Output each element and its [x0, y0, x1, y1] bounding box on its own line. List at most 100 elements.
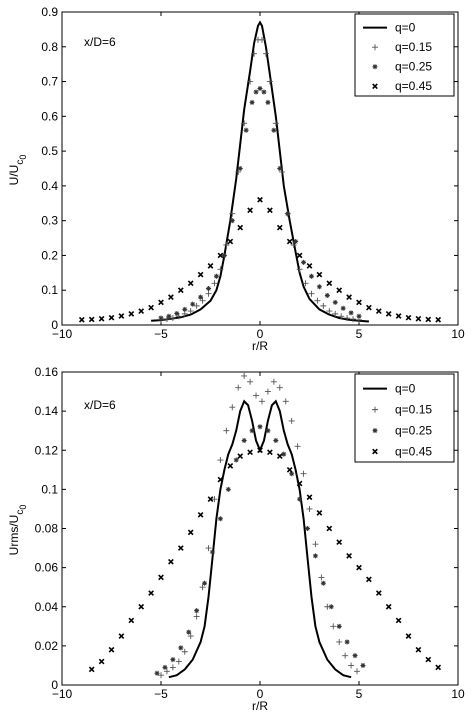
chart2-data-point: [217, 516, 223, 522]
chart1-data-point: [163, 316, 170, 323]
chart1-legend-marker: [372, 44, 378, 51]
chart2-data-point: [326, 525, 333, 532]
chart1-data-point: [306, 263, 313, 269]
chart2-data-point: [375, 590, 382, 596]
chart2-data-point: [415, 646, 422, 653]
chart2-data-point: [170, 657, 176, 663]
chart1-y-tick-label: 0.2: [41, 248, 58, 262]
chart1-data-point: [148, 304, 154, 311]
chart1-data-point: [221, 252, 227, 258]
chart1: −10 −5 0 5 10 0 0.1 0.2 0.3 0.4 0.5 0.6 0.7 0.8 0.9 r/R…: [7, 5, 465, 353]
chart1-data-point: [211, 280, 218, 287]
chart2-data-point: [336, 638, 343, 645]
chart2-data-point: [435, 664, 442, 671]
chart2-y-axis-label: Urms/Uc0: [7, 505, 28, 556]
chart1-data-point: [168, 294, 174, 301]
chart1-y-tick-label: 0.6: [41, 109, 58, 123]
chart2-x-tick-label: −5: [154, 687, 168, 701]
chart1-data-point: [277, 166, 283, 171]
chart1-legend-label: q=0.45: [395, 79, 432, 93]
chart1-data-point: [249, 99, 255, 105]
chart1-data-point: [272, 120, 279, 127]
chart2-data-point: [294, 443, 301, 450]
chart1-data-point: [78, 316, 85, 323]
chart2-series-4: [88, 447, 442, 673]
chart2-data-point: [306, 494, 313, 501]
chart1-data-point: [193, 302, 200, 309]
chart1-x-tick-label: 10: [451, 327, 465, 341]
chart2-data-point: [288, 417, 295, 424]
chart1-data-point: [405, 314, 412, 321]
chart2-data-point: [257, 424, 263, 430]
chart1-data-point: [213, 273, 219, 279]
chart2-data-point: [98, 658, 105, 665]
chart2: −10 −5 0 5 10 0 0.02 0.04 0.06 0.08 0.1 0.12 0.14 0.1…: [7, 365, 465, 713]
chart1-data-point: [301, 259, 307, 265]
chart2-y-tick-label: 0.1: [41, 482, 58, 496]
chart1-data-point: [243, 127, 249, 133]
chart2-data-point: [276, 384, 283, 391]
chart2-data-point: [247, 378, 254, 385]
chart2-x-tick-label: 10: [451, 687, 465, 701]
chart2-data-point: [336, 623, 342, 629]
chart2-data-point: [346, 553, 352, 559]
chart1-data-point: [197, 271, 204, 278]
chart2-data-point: [217, 476, 224, 483]
chart1-data-point: [336, 287, 343, 294]
chart1-data-point: [169, 315, 176, 322]
chart2-data-point: [342, 652, 349, 659]
chart1-series-4: [78, 196, 442, 323]
chart1-data-point: [385, 311, 392, 317]
chart2-data-point: [348, 662, 355, 669]
chart1-data-point: [175, 313, 182, 320]
chart2-x-tick-label: −10: [52, 687, 73, 701]
chart1-legend: q=0 q=0.15 q=0.25 q=0.45: [354, 13, 455, 97]
chart1-data-point: [293, 239, 299, 245]
chart2-series-line: [168, 399, 352, 679]
chart2-data-point: [296, 480, 303, 487]
chart2-data-point: [178, 645, 184, 651]
chart2-data-point: [118, 633, 125, 639]
chart1-data-point: [158, 299, 164, 306]
chart1-data-point: [262, 50, 269, 57]
chart2-data-point: [320, 580, 326, 586]
chart1-data-point: [261, 89, 267, 95]
chart2-data-point: [233, 457, 239, 463]
chart1-x-tick-label: −5: [154, 327, 168, 341]
chart1-data-point: [332, 310, 339, 317]
chart1-data-point: [302, 280, 309, 287]
chart2-data-point: [282, 398, 289, 405]
chart1-data-point: [247, 78, 254, 85]
chart2-series-2: [158, 372, 361, 679]
chart1-data-point: [223, 242, 230, 249]
chart1-data-point: [324, 292, 330, 298]
chart1-y-axis-label: U/Uc0: [7, 155, 28, 186]
chart1-data-point: [340, 305, 346, 311]
chart2-data-point: [186, 629, 192, 635]
chart1-data-point: [395, 313, 402, 319]
chart2-data-point: [258, 398, 265, 405]
chart1-data-point: [205, 290, 212, 297]
chart1-x-tick-label: 0: [257, 327, 264, 341]
chart2-data-point: [281, 451, 287, 457]
chart1-y-tick-label: 0.5: [41, 144, 58, 158]
chart1-data-point: [308, 290, 315, 297]
chart2-data-point: [202, 580, 208, 586]
chart2-series-1: [168, 399, 352, 679]
chart1-data-point: [227, 238, 234, 245]
chart2-data-point: [199, 584, 206, 591]
chart2-data-point: [175, 658, 182, 665]
chart2-legend-label: q=0.15: [395, 403, 432, 417]
chart1-data-point: [276, 224, 283, 231]
chart1-data-point: [166, 313, 172, 319]
chart1-x-axis-label: r/R: [252, 339, 268, 353]
chart2-data-point: [88, 666, 95, 673]
chart1-data-point: [158, 315, 164, 321]
chart2-data-point: [158, 672, 164, 679]
chart2-y-tick-label: 0.08: [35, 522, 59, 536]
chart1-data-point: [247, 207, 253, 214]
chart2-legend-marker: [372, 448, 378, 455]
chart1-data-point: [326, 308, 333, 315]
chart2-data-point: [237, 453, 244, 459]
